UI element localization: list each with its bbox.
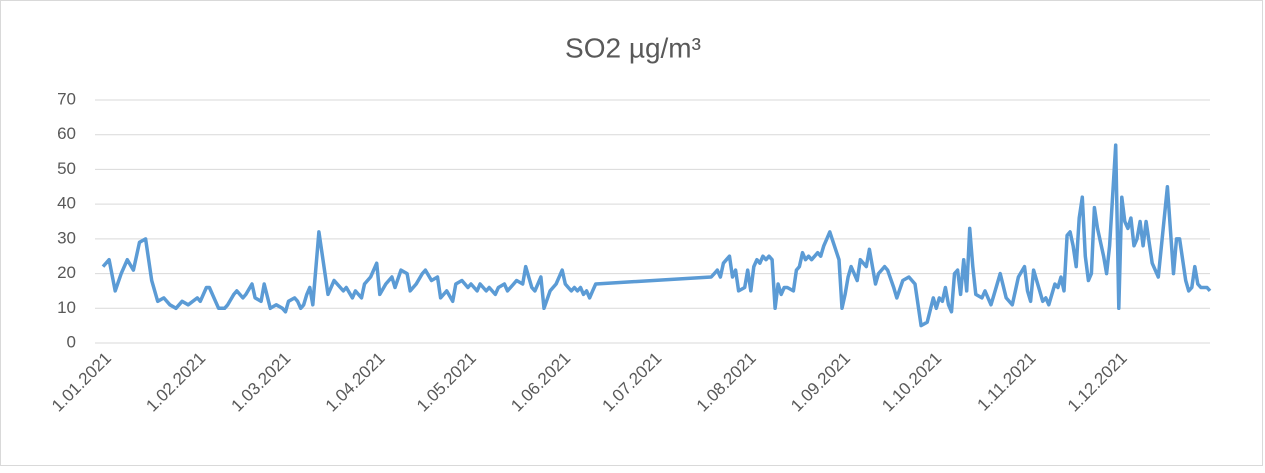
y-tick-label: 70 bbox=[57, 89, 76, 108]
data-line bbox=[101, 143, 1212, 328]
y-tick-label: 50 bbox=[57, 159, 76, 178]
y-tick-label: 0 bbox=[67, 332, 76, 351]
y-tick-label: 10 bbox=[57, 298, 76, 317]
y-tick-label: 60 bbox=[57, 124, 76, 143]
y-tick-label: 20 bbox=[57, 263, 76, 282]
chart-title: SO2 µg/m³ bbox=[565, 32, 701, 63]
y-tick-label: 30 bbox=[57, 228, 76, 247]
y-tick-label: 40 bbox=[57, 194, 76, 213]
